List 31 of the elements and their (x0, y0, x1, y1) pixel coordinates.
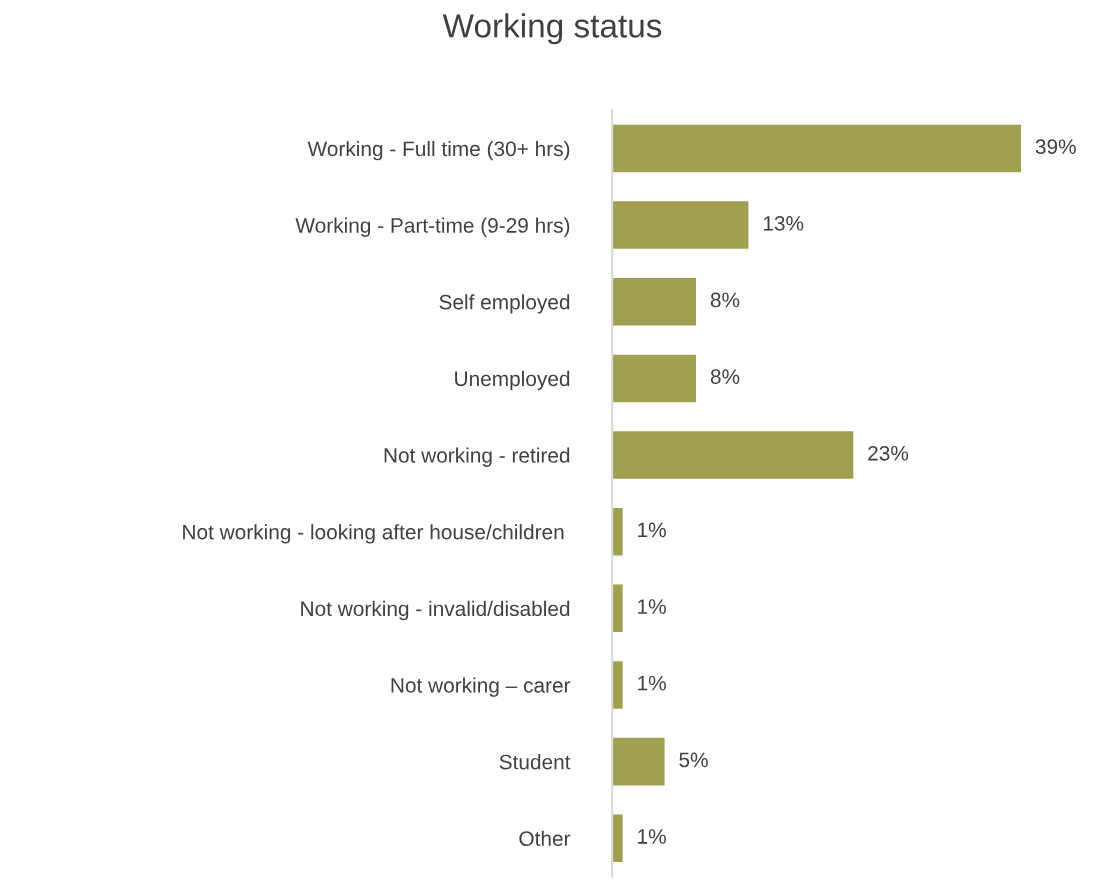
chart-title: Working status (442, 13, 662, 45)
data-label: 8% (710, 369, 740, 384)
data-label: 13% (763, 215, 804, 231)
y-tick-label: Not working - invalid/disabled (301, 600, 570, 621)
bar (612, 737, 665, 786)
bar (612, 354, 697, 403)
data-label: 1% (638, 599, 666, 614)
y-tick-label: Working - Full time (30+ hrs) (307, 140, 570, 161)
data-label: 1% (638, 829, 666, 844)
bar (612, 507, 623, 556)
bar (612, 584, 623, 633)
data-label: 39% (1035, 139, 1076, 155)
y-tick-label: Unemployed (455, 370, 570, 391)
bar (612, 431, 854, 479)
bar (612, 814, 623, 863)
data-label: 23% (868, 445, 909, 461)
bar (612, 201, 749, 249)
y-tick-label: Not working – carer (391, 677, 571, 697)
y-tick-label: Working - Part-time (9-29 hrs) (295, 217, 570, 237)
y-tick-label: Not working - looking after house/children (183, 524, 564, 544)
data-label: 1% (638, 522, 666, 538)
bar (612, 277, 697, 326)
bar (612, 661, 623, 709)
data-label: 5% (679, 752, 708, 768)
y-tick-label: Not working - retired (384, 447, 570, 467)
data-label: 1% (638, 675, 666, 691)
y-tick-label: Other (519, 830, 571, 847)
y-tick-label: Self employed (439, 294, 570, 314)
data-label: 8% (710, 292, 740, 308)
y-tick-label: Student (499, 754, 571, 770)
bar (612, 124, 1022, 173)
